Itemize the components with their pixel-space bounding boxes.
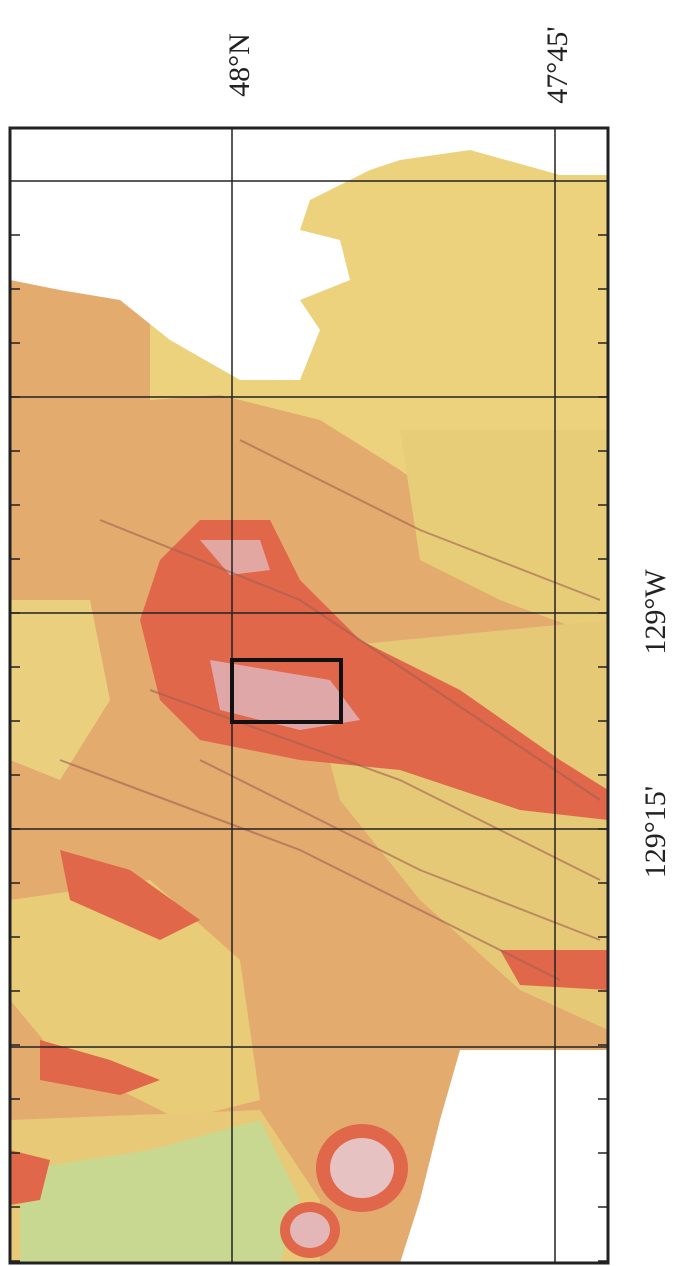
latitude-label: 48°N — [223, 33, 256, 97]
terrain — [10, 128, 608, 1263]
map: 48°N 47°45' 129°W 129°15' — [0, 0, 679, 1266]
latitude-label: 47°45' — [541, 26, 574, 103]
longitude-label: 129°15' — [639, 786, 672, 878]
longitude-label: 129°W — [639, 569, 672, 655]
